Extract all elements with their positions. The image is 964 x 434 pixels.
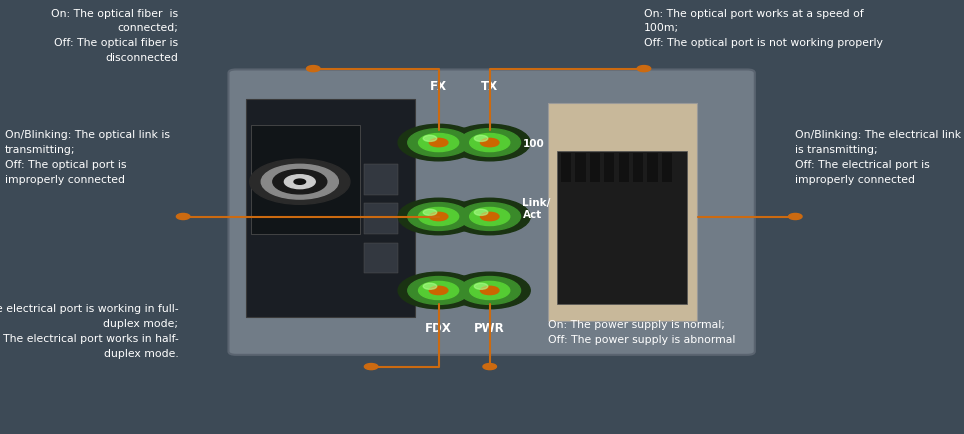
Bar — [633, 154, 643, 182]
Circle shape — [398, 273, 479, 309]
FancyBboxPatch shape — [364, 243, 397, 273]
Circle shape — [423, 210, 437, 216]
Circle shape — [429, 213, 448, 221]
Circle shape — [449, 125, 530, 161]
Circle shape — [449, 273, 530, 309]
FancyBboxPatch shape — [251, 126, 361, 234]
Circle shape — [789, 214, 802, 220]
Circle shape — [398, 125, 479, 161]
Circle shape — [307, 66, 320, 72]
Circle shape — [637, 66, 651, 72]
Circle shape — [469, 282, 510, 300]
FancyBboxPatch shape — [246, 100, 415, 317]
Bar — [590, 154, 600, 182]
Text: 100: 100 — [522, 138, 545, 148]
Circle shape — [423, 136, 437, 142]
FancyBboxPatch shape — [548, 104, 697, 321]
Circle shape — [459, 203, 521, 231]
Text: FX: FX — [430, 80, 447, 93]
Circle shape — [176, 214, 190, 220]
Circle shape — [449, 199, 530, 235]
Circle shape — [418, 208, 459, 226]
Bar — [576, 154, 586, 182]
Text: On/Blinking: The optical link is
transmitting;
Off: The optical port is
improper: On/Blinking: The optical link is transmi… — [5, 130, 170, 184]
Circle shape — [261, 165, 338, 200]
Circle shape — [480, 139, 499, 148]
FancyBboxPatch shape — [557, 152, 687, 304]
Bar — [604, 154, 614, 182]
Bar — [561, 154, 572, 182]
Circle shape — [480, 213, 499, 221]
FancyBboxPatch shape — [364, 204, 397, 234]
Bar — [661, 154, 672, 182]
Circle shape — [459, 277, 521, 305]
Circle shape — [408, 203, 469, 231]
Circle shape — [474, 210, 488, 216]
Circle shape — [284, 175, 315, 189]
Circle shape — [418, 134, 459, 152]
Circle shape — [418, 282, 459, 300]
Circle shape — [364, 364, 378, 370]
Circle shape — [469, 134, 510, 152]
Circle shape — [294, 180, 306, 185]
Circle shape — [474, 136, 488, 142]
Circle shape — [250, 160, 350, 205]
Text: Link/
Act: Link/ Act — [522, 197, 550, 219]
Circle shape — [408, 277, 469, 305]
Text: On: The optical port works at a speed of
100m;
Off: The optical port is not work: On: The optical port works at a speed of… — [644, 9, 883, 48]
Bar — [648, 154, 657, 182]
Circle shape — [429, 286, 448, 295]
Text: On: The power supply is normal;
Off: The power supply is abnormal: On: The power supply is normal; Off: The… — [548, 319, 735, 344]
Bar — [619, 154, 629, 182]
Circle shape — [429, 139, 448, 148]
Text: On: The optical fiber  is
connected;
Off: The optical fiber is
disconnected: On: The optical fiber is connected; Off:… — [51, 9, 178, 63]
Circle shape — [459, 129, 521, 157]
Text: FDX: FDX — [425, 321, 452, 334]
Circle shape — [469, 208, 510, 226]
Circle shape — [483, 364, 496, 370]
Circle shape — [273, 170, 327, 194]
FancyBboxPatch shape — [364, 165, 397, 195]
Text: On/Blinking: The electrical link
is transmitting;
Off: The electrical port is
im: On/Blinking: The electrical link is tran… — [795, 130, 961, 184]
Circle shape — [398, 199, 479, 235]
Text: PWR: PWR — [474, 321, 505, 334]
Text: TX: TX — [481, 80, 498, 93]
Circle shape — [480, 286, 499, 295]
Circle shape — [474, 283, 488, 289]
Circle shape — [423, 283, 437, 289]
Circle shape — [408, 129, 469, 157]
FancyBboxPatch shape — [228, 70, 755, 355]
Text: On: The electrical port is working in full-
duplex mode;
Off: The electrical por: On: The electrical port is working in fu… — [0, 304, 178, 358]
